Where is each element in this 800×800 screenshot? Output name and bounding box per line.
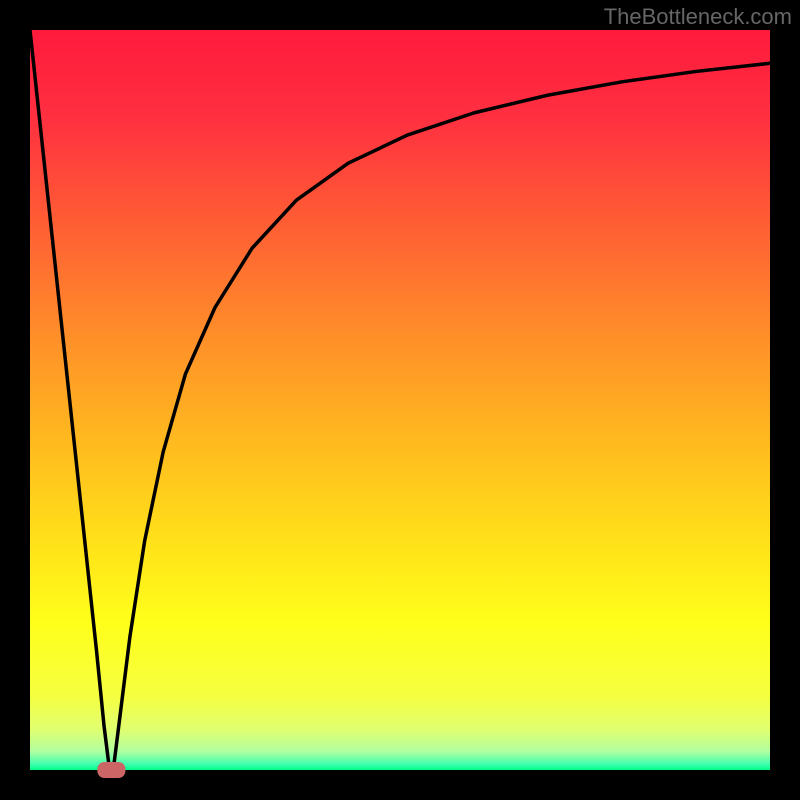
cusp-marker (97, 762, 125, 778)
bottleneck-chart (0, 0, 800, 800)
watermark-text: TheBottleneck.com (604, 4, 792, 30)
plot-gradient-background (30, 30, 770, 770)
